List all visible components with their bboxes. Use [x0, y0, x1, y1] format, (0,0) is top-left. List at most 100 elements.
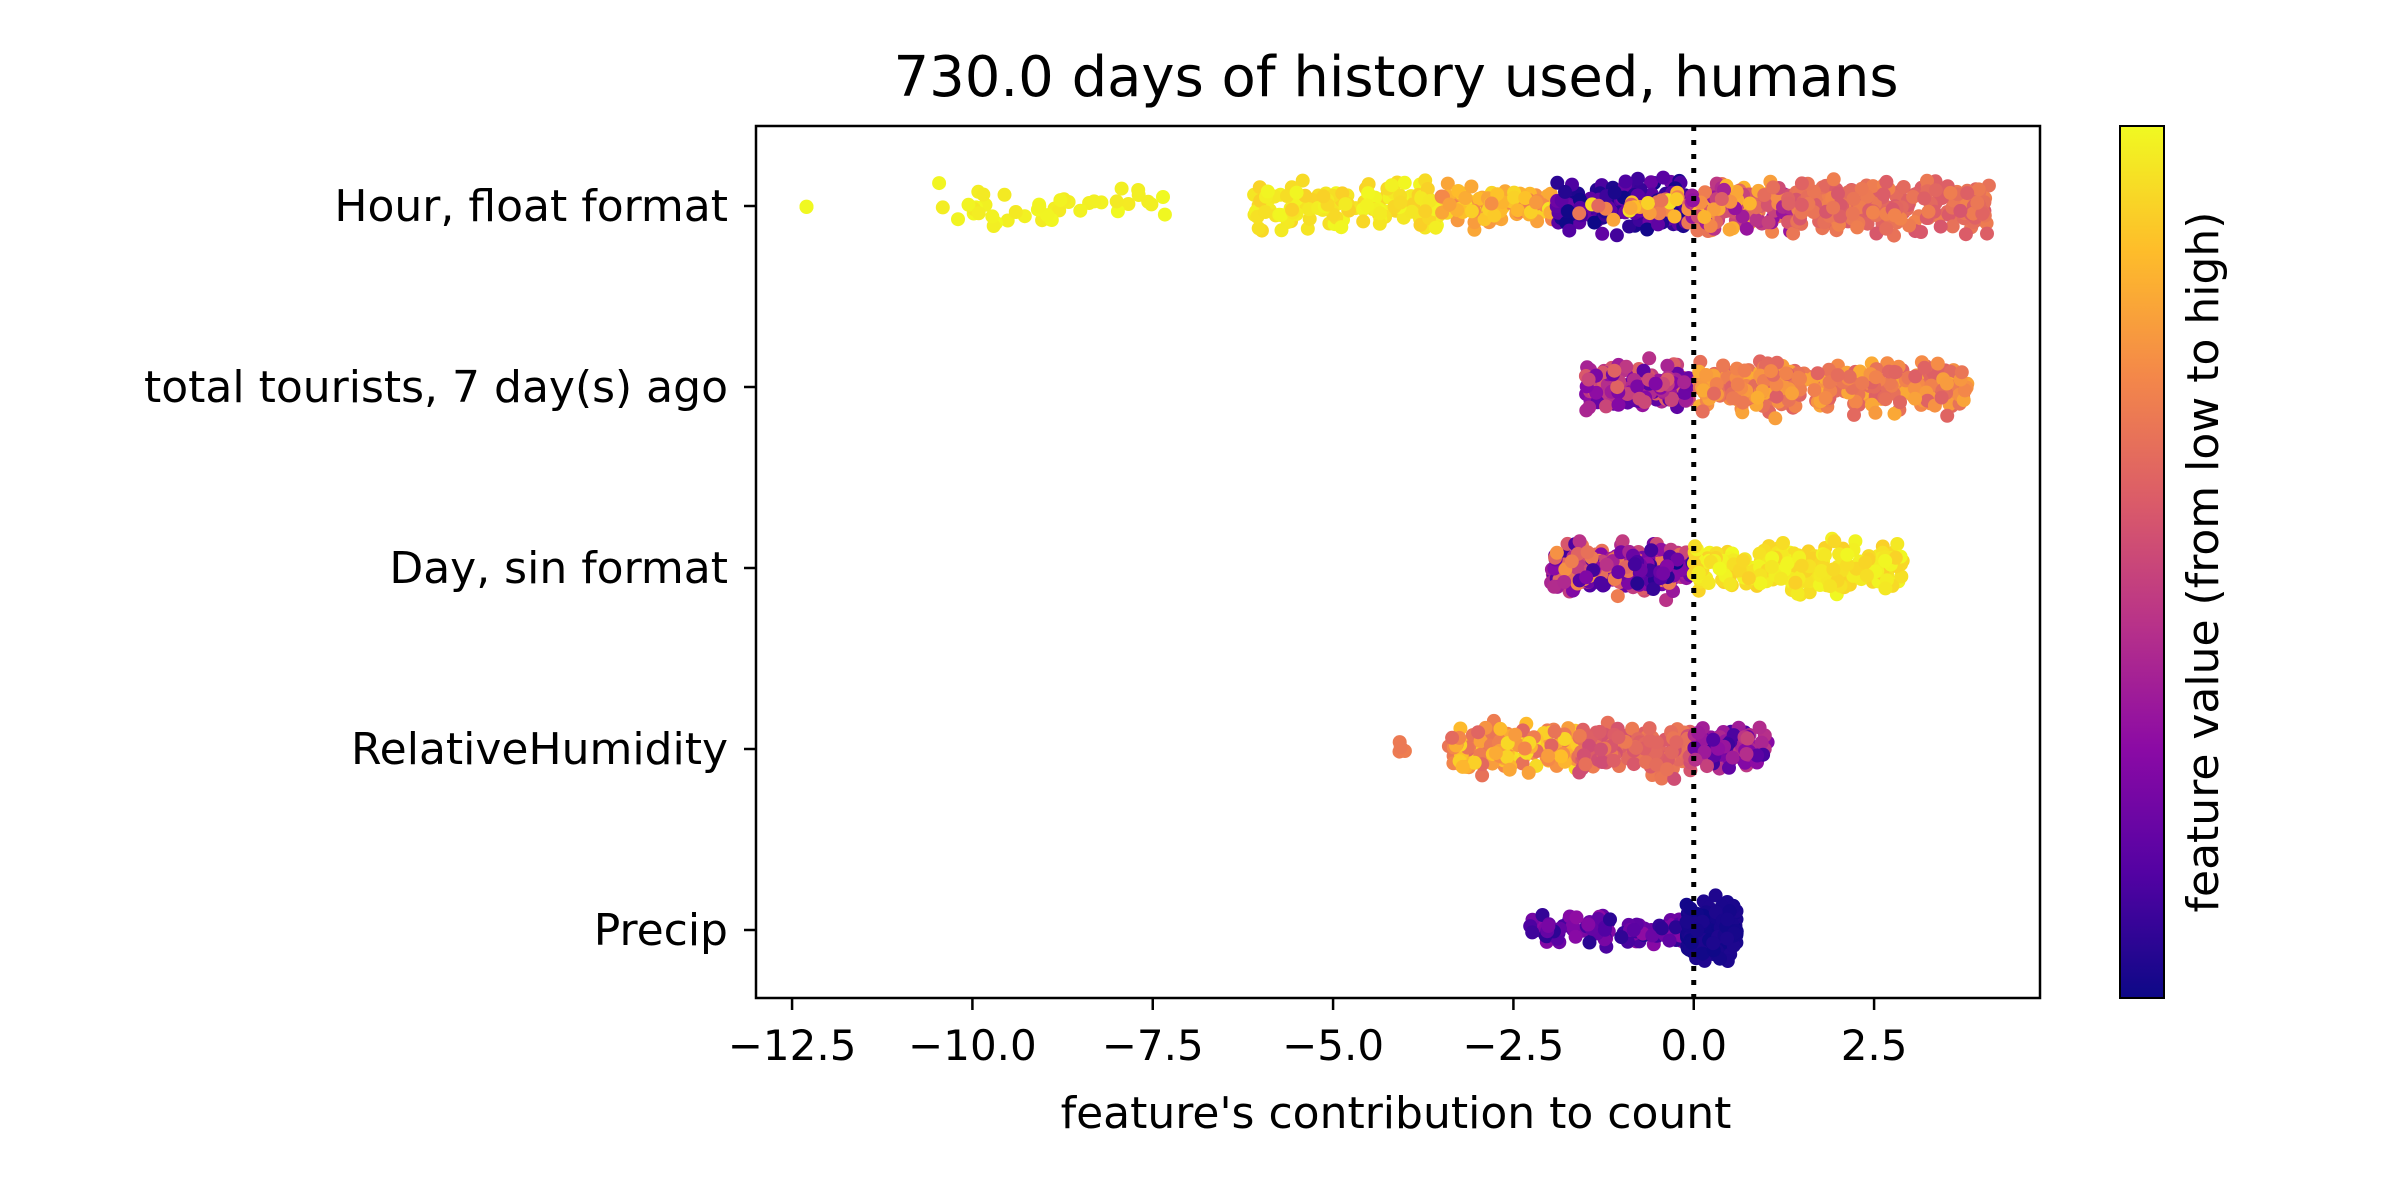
data-point	[1593, 576, 1608, 590]
data-point	[1361, 186, 1376, 201]
data-point	[1853, 364, 1867, 379]
data-point	[1953, 203, 1968, 218]
data-point	[1876, 187, 1891, 202]
data-point	[1888, 365, 1903, 380]
data-point	[1660, 762, 1675, 777]
data-point	[1592, 724, 1607, 739]
data-point	[1614, 930, 1629, 945]
data-point	[1623, 201, 1638, 215]
data-point	[1680, 915, 1695, 930]
data-point	[1625, 721, 1640, 736]
data-point	[1725, 750, 1740, 765]
data-point	[1595, 755, 1610, 769]
colorbar-label: feature value (from low to high)	[2178, 212, 2229, 913]
data-point	[1654, 921, 1669, 936]
data-point	[1581, 372, 1596, 387]
data-point	[1144, 197, 1159, 212]
data-point	[1742, 196, 1757, 211]
data-point	[1957, 383, 1972, 398]
data-point	[1510, 203, 1525, 218]
data-point	[1611, 565, 1626, 580]
data-point	[1384, 178, 1399, 193]
data-point	[1640, 222, 1655, 237]
data-point	[1591, 198, 1606, 213]
data-point	[1868, 405, 1883, 420]
data-point	[1934, 390, 1949, 405]
data-point	[985, 209, 1000, 224]
data-point	[1607, 185, 1622, 200]
x-tick-label: −5.0	[1282, 1021, 1384, 1070]
data-point	[1610, 380, 1625, 395]
data-point	[1720, 912, 1735, 927]
data-point	[1564, 554, 1579, 569]
data-point	[1525, 925, 1540, 940]
data-point	[1285, 202, 1299, 217]
data-point	[1627, 557, 1642, 572]
data-point	[971, 206, 986, 221]
data-point	[1615, 534, 1630, 549]
chart-title: 730.0 days of history used, humans	[893, 45, 1898, 110]
data-point	[1610, 589, 1625, 604]
data-point	[1404, 204, 1419, 219]
data-point	[1626, 922, 1641, 937]
data-point	[1582, 935, 1597, 950]
data-point	[1032, 199, 1047, 214]
data-point	[1826, 172, 1841, 187]
data-point	[1790, 586, 1805, 601]
data-point	[1943, 185, 1958, 200]
data-point	[1850, 220, 1865, 235]
data-point	[1611, 730, 1626, 745]
data-point	[1440, 176, 1455, 191]
data-point	[1549, 545, 1564, 560]
data-point	[1052, 203, 1067, 218]
x-tick-label: −7.5	[1102, 1021, 1204, 1070]
data-point	[1587, 215, 1602, 230]
data-point	[1939, 376, 1954, 391]
data-point	[1053, 193, 1068, 208]
data-point	[1622, 219, 1637, 234]
data-point	[1606, 753, 1621, 768]
y-axis-ticks: Hour, float format total tourists, 7 day(…	[144, 181, 756, 956]
data-point	[1882, 376, 1897, 391]
data-point	[1599, 399, 1613, 414]
data-point	[1541, 748, 1556, 763]
data-point	[1109, 194, 1124, 209]
data-point	[1518, 191, 1533, 205]
data-point	[1572, 534, 1587, 549]
data-point	[1814, 564, 1829, 578]
data-point	[1595, 226, 1610, 241]
data-point	[1700, 759, 1714, 774]
data-point	[1557, 575, 1572, 589]
data-point	[1471, 725, 1486, 740]
data-point	[1289, 185, 1304, 200]
data-point	[799, 199, 814, 214]
data-point	[1578, 757, 1593, 772]
data-point	[1607, 363, 1622, 378]
data-point	[1611, 397, 1626, 412]
data-point	[1802, 585, 1817, 600]
data-point	[1630, 379, 1645, 394]
data-point	[1794, 197, 1809, 212]
data-point	[935, 200, 950, 215]
data-point	[1706, 936, 1721, 951]
data-point	[961, 197, 976, 212]
data-point	[1458, 191, 1473, 205]
data-point	[1544, 738, 1559, 753]
data-point	[1914, 225, 1928, 239]
data-point	[976, 187, 991, 202]
data-point	[1274, 208, 1289, 222]
data-point	[1779, 366, 1794, 381]
data-point	[1707, 386, 1721, 401]
data-point	[1920, 173, 1934, 188]
data-point	[1723, 577, 1738, 592]
data-point	[1896, 180, 1911, 194]
data-point	[1945, 219, 1960, 234]
data-point	[1739, 747, 1754, 761]
feature-label: total tourists, 7 day(s) ago	[144, 362, 728, 413]
data-point	[1487, 208, 1502, 223]
data-point	[1753, 576, 1768, 591]
colorbar	[2119, 125, 2165, 999]
data-point	[1529, 195, 1543, 210]
data-point	[1603, 912, 1617, 927]
data-point	[932, 176, 947, 191]
